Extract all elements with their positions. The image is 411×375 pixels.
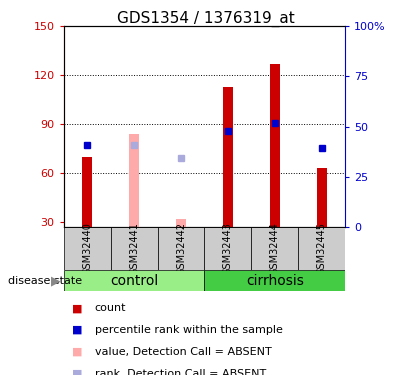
Bar xyxy=(176,219,186,227)
Bar xyxy=(223,87,233,227)
Text: cirrhosis: cirrhosis xyxy=(246,274,304,288)
Text: control: control xyxy=(110,274,158,288)
Text: ▶: ▶ xyxy=(51,274,61,287)
Text: GSM32442: GSM32442 xyxy=(176,222,186,275)
Bar xyxy=(129,134,139,227)
Text: ■: ■ xyxy=(72,347,83,357)
Text: GSM32445: GSM32445 xyxy=(317,222,327,275)
Bar xyxy=(64,270,205,291)
Bar xyxy=(157,227,205,270)
Text: GDS1354 / 1376319_at: GDS1354 / 1376319_at xyxy=(117,11,294,27)
Text: percentile rank within the sample: percentile rank within the sample xyxy=(95,325,282,335)
Text: GSM32441: GSM32441 xyxy=(129,222,139,275)
Bar xyxy=(270,64,280,227)
Text: value, Detection Call = ABSENT: value, Detection Call = ABSENT xyxy=(95,347,271,357)
Text: GSM32444: GSM32444 xyxy=(270,222,280,275)
Text: count: count xyxy=(95,303,126,313)
Text: GSM32440: GSM32440 xyxy=(82,222,92,275)
Bar xyxy=(64,227,111,270)
Bar xyxy=(298,227,345,270)
Bar xyxy=(316,168,327,227)
Bar xyxy=(111,227,157,270)
Text: disease state: disease state xyxy=(8,276,82,286)
Text: rank, Detection Call = ABSENT: rank, Detection Call = ABSENT xyxy=(95,369,266,375)
Bar xyxy=(205,270,345,291)
Text: ■: ■ xyxy=(72,369,83,375)
Bar xyxy=(82,157,92,227)
Text: GSM32443: GSM32443 xyxy=(223,222,233,275)
Text: ■: ■ xyxy=(72,303,83,313)
Text: ■: ■ xyxy=(72,325,83,335)
Bar xyxy=(252,227,298,270)
Bar xyxy=(205,227,252,270)
